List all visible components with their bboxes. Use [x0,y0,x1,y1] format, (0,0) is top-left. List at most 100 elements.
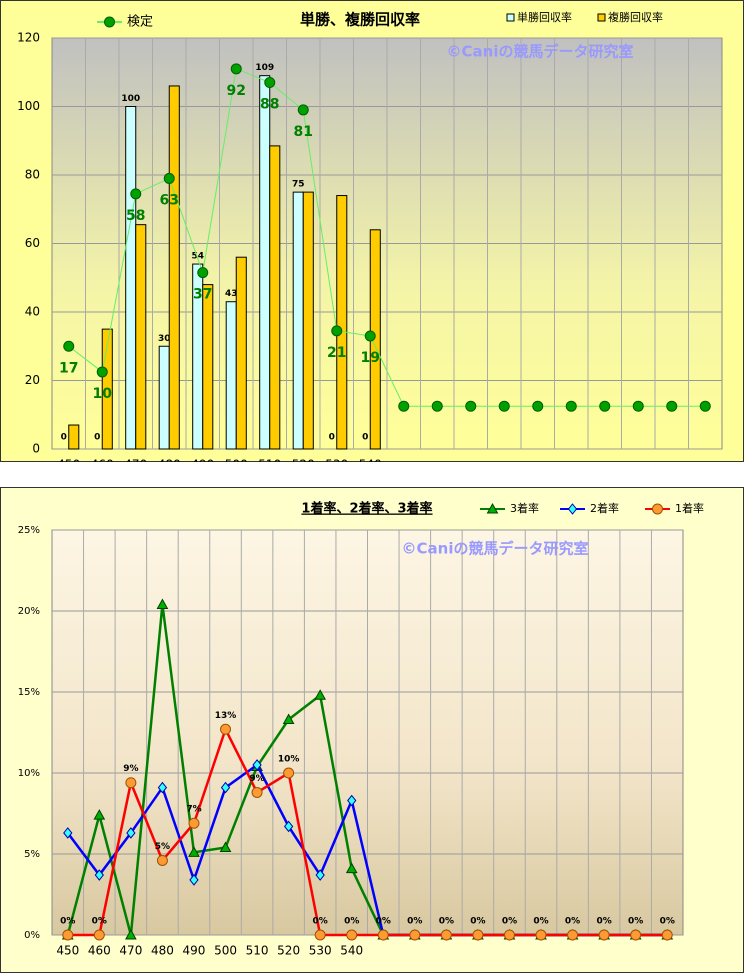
legend-label: 1着率 [675,501,704,515]
y-tick-label: 100 [17,99,40,113]
legend-label: 2着率 [590,501,619,515]
bar [225,301,237,450]
data-label: 109 [255,63,274,73]
point-label: 10 [93,386,113,402]
data-label: 9% [123,764,138,774]
y-tick-label: 120 [17,31,40,45]
marker [93,809,106,820]
x-tick-label: 480 [158,458,181,463]
marker [163,172,175,184]
point-label: 37 [193,287,212,303]
marker [283,767,295,779]
marker [364,330,376,342]
x-tick-label: 510 [258,458,281,463]
data-label: 43 [225,289,238,299]
data-label: 0% [628,917,643,927]
data-label: 0 [61,433,67,443]
x-tick-label: 530 [309,944,332,958]
data-label: 0% [565,917,580,927]
marker [156,854,168,866]
y-tick-label: 5% [24,849,40,860]
series-line [68,68,706,407]
legend-marker [567,503,578,515]
x-tick-label: 460 [91,458,114,463]
marker [297,104,309,116]
y-tick-label: 60 [25,236,40,250]
marker [314,929,326,941]
marker [188,817,200,829]
point-label: 88 [260,97,279,113]
point-label: 58 [126,208,145,224]
x-tick-label: 530 [325,458,348,463]
data-label: 0% [376,917,391,927]
point-label: 21 [327,345,346,361]
marker [157,781,168,794]
marker [282,713,295,725]
marker [264,77,276,89]
x-tick-label: 520 [292,458,315,463]
data-label: 0% [344,917,359,927]
marker [666,400,678,412]
chart: 0% 5% 10% 15% 20% 25% 450 460 470 480 490 500 510 520… [0,487,744,973]
marker [130,188,142,200]
marker [62,929,74,941]
marker [125,777,137,789]
bar [68,424,80,450]
x-tick-label: 540 [359,458,382,463]
data-label: 0 [94,433,100,443]
y-tick-label: 25% [18,525,40,536]
data-label: 7% [186,805,201,815]
x-tick-label: 540 [340,944,363,958]
x-tick-label: 490 [183,944,206,958]
watermark: ©Caniの競馬データ研究室 [447,43,634,61]
data-label: 0% [60,917,75,927]
marker [126,827,136,839]
marker [93,929,105,941]
marker [346,929,358,941]
data-label: 0% [313,917,328,927]
legend-swatch [597,13,606,22]
marker [409,929,421,941]
marker [197,267,209,279]
marker [63,827,73,839]
legend-label: 複勝回収率 [608,10,663,24]
data-label: 54 [191,252,204,262]
y-tick-label: 20 [25,373,40,387]
marker [94,869,104,881]
data-label: 100 [121,94,140,104]
y-tick-label: 0% [24,930,40,941]
bar [269,145,281,450]
chart-title: 1着率、2着率、3着率 [301,501,432,517]
marker [598,929,610,941]
x-tick-label: 470 [124,458,147,463]
legend-swatch [506,13,515,22]
x-tick-label: 470 [119,944,142,958]
marker [219,841,232,853]
legend-label: 検定 [127,15,153,30]
legend-marker [652,503,663,515]
marker [189,874,199,886]
x-tick-label: 460 [88,944,111,958]
marker [188,846,200,857]
marker [220,723,232,735]
marker [599,400,611,412]
point-label: 92 [227,83,246,99]
data-label: 9% [249,774,264,784]
y-tick-label: 10% [18,768,40,779]
point-label: 63 [160,192,179,208]
x-tick-label: 450 [57,458,80,463]
marker [345,862,358,874]
data-label: 10% [278,755,300,765]
marker [440,929,452,941]
data-label: 5% [155,842,170,852]
legend-label: 単勝回収率 [517,10,572,24]
marker [532,400,544,412]
marker [632,400,644,412]
marker [398,400,410,412]
chart-title: 単勝、複勝回収率 [300,11,420,29]
y-tick-label: 20% [18,606,40,617]
marker [503,929,515,941]
marker [565,400,577,412]
legend-marker [104,16,115,28]
